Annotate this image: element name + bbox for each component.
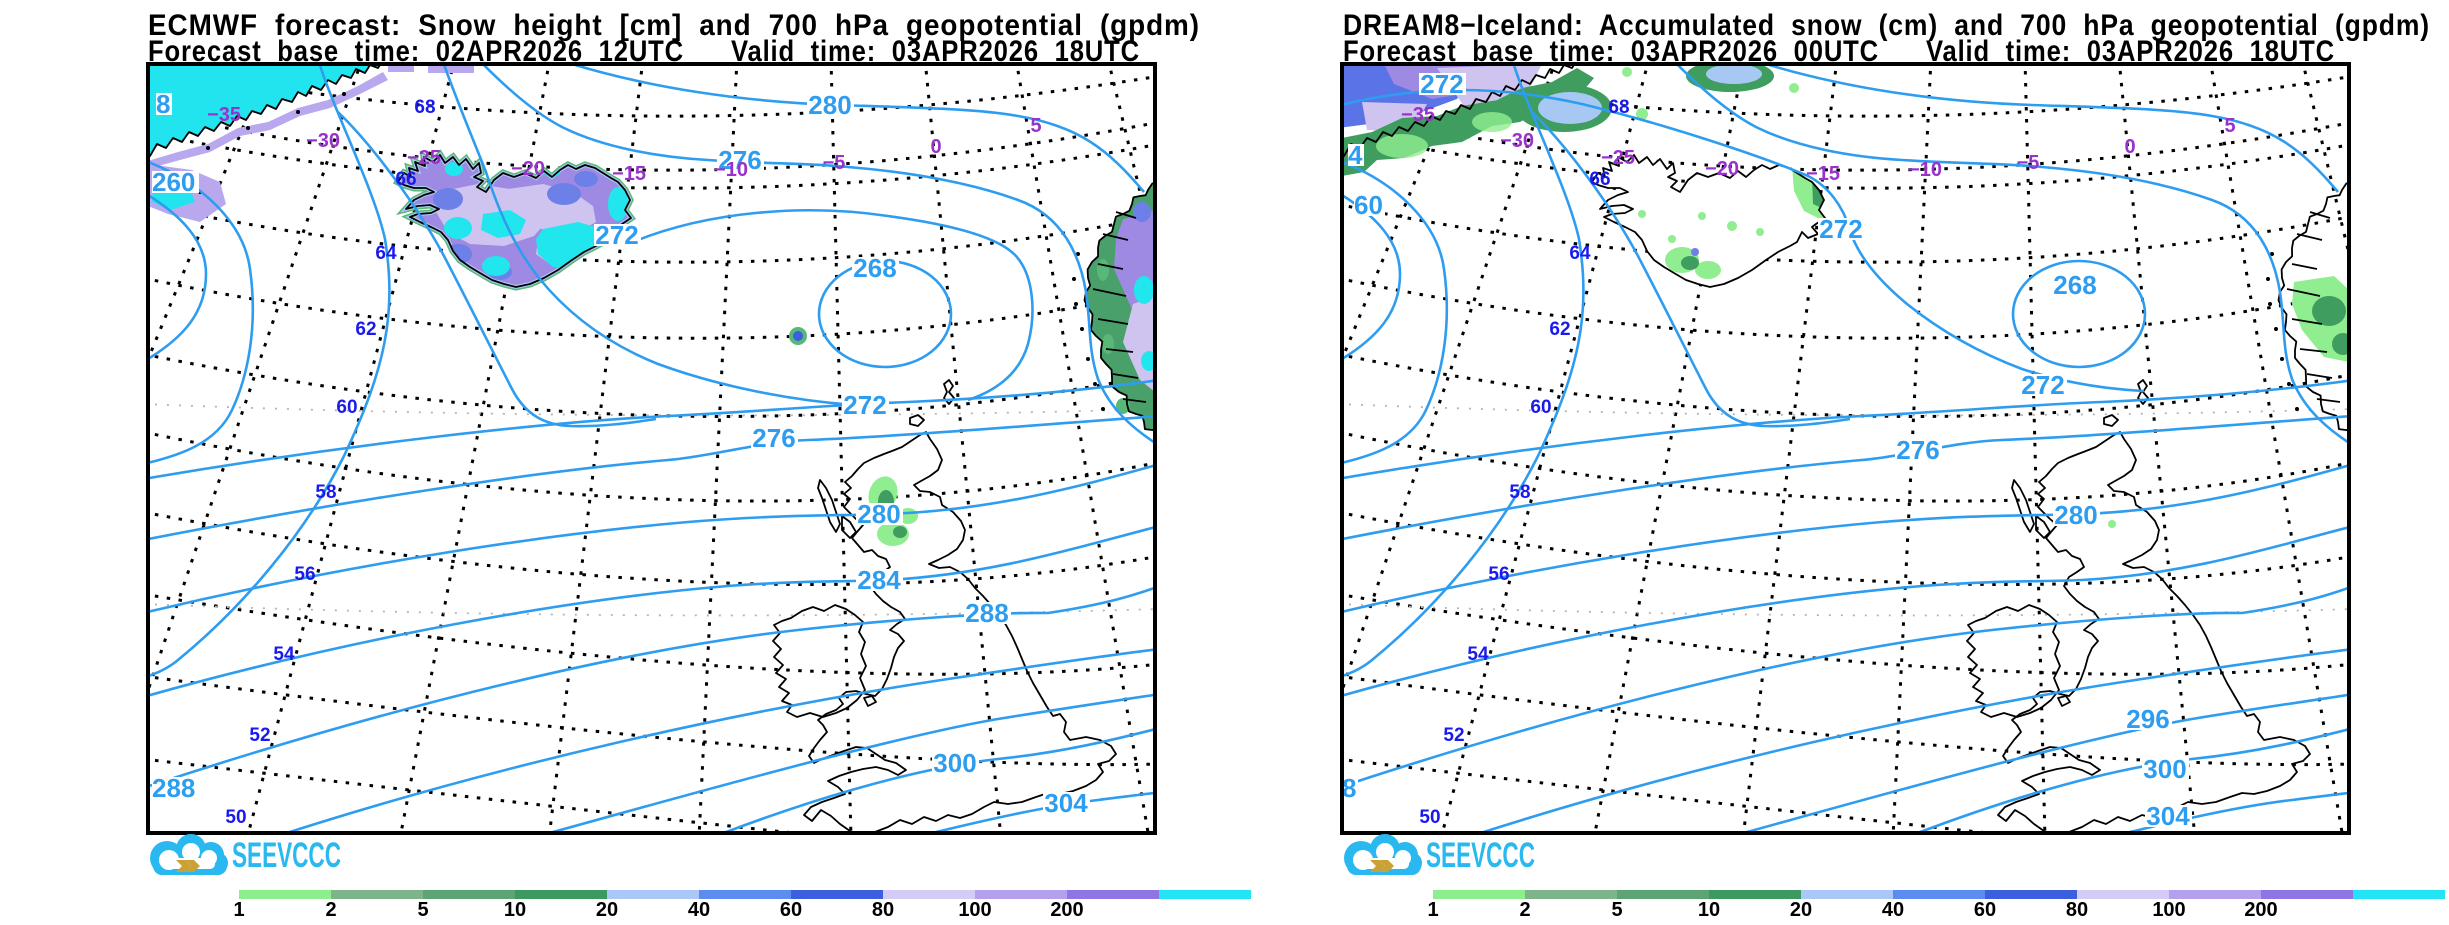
svg-text:60: 60 — [1354, 190, 1383, 220]
svg-text:DREAM8−Iceland: Accumulated sn: DREAM8−Iceland: Accumulated snow (cm) an… — [1343, 9, 2430, 42]
svg-text:58: 58 — [1509, 482, 1530, 503]
svg-text:−5: −5 — [2017, 152, 2040, 174]
svg-text:10: 10 — [504, 899, 526, 921]
svg-text:80: 80 — [2066, 899, 2088, 921]
svg-text:2: 2 — [325, 899, 336, 921]
svg-text:304: 304 — [1044, 788, 1088, 818]
svg-text:64: 64 — [375, 243, 397, 264]
svg-text:56: 56 — [294, 564, 315, 585]
svg-text:276: 276 — [752, 423, 795, 453]
svg-text:−20: −20 — [511, 158, 545, 180]
svg-text:272: 272 — [1819, 214, 1862, 244]
svg-text:SEEVCCC: SEEVCCC — [232, 836, 341, 875]
svg-text:8: 8 — [1342, 773, 1356, 803]
svg-text:20: 20 — [1790, 899, 1812, 921]
svg-text:54: 54 — [1467, 644, 1489, 665]
svg-text:58: 58 — [315, 482, 336, 503]
svg-text:68: 68 — [414, 97, 435, 118]
svg-text:8: 8 — [156, 89, 170, 119]
svg-text:268: 268 — [2053, 270, 2096, 300]
svg-text:284: 284 — [857, 565, 901, 595]
svg-text:288: 288 — [965, 598, 1008, 628]
svg-text:1: 1 — [233, 899, 244, 921]
svg-text:272: 272 — [2021, 370, 2064, 400]
svg-text:80: 80 — [872, 899, 894, 921]
svg-text:52: 52 — [1443, 725, 1464, 746]
svg-text:100: 100 — [958, 899, 991, 921]
svg-text:60: 60 — [336, 397, 357, 418]
svg-text:−5: −5 — [823, 152, 846, 174]
svg-text:−15: −15 — [1806, 163, 1840, 185]
svg-text:5: 5 — [2224, 115, 2235, 137]
svg-text:52: 52 — [249, 725, 270, 746]
svg-text:60: 60 — [780, 899, 802, 921]
svg-text:62: 62 — [355, 319, 376, 340]
svg-text:4: 4 — [1348, 140, 1363, 170]
svg-text:50: 50 — [1419, 807, 1440, 828]
svg-text:272: 272 — [595, 220, 638, 250]
svg-text:66: 66 — [1589, 169, 1610, 190]
svg-text:272: 272 — [843, 390, 886, 420]
svg-text:5: 5 — [1030, 115, 1041, 137]
svg-text:−30: −30 — [1500, 130, 1534, 152]
svg-text:288: 288 — [152, 773, 195, 803]
svg-text:−35: −35 — [1401, 104, 1435, 126]
svg-text:−35: −35 — [207, 104, 241, 126]
svg-text:268: 268 — [853, 253, 896, 283]
svg-text:280: 280 — [857, 499, 900, 529]
svg-text:1: 1 — [1427, 899, 1438, 921]
svg-text:50: 50 — [225, 807, 246, 828]
svg-text:−20: −20 — [1705, 158, 1739, 180]
svg-text:66: 66 — [395, 169, 416, 190]
svg-text:304: 304 — [2146, 801, 2190, 831]
svg-text:62: 62 — [1549, 319, 1570, 340]
svg-text:296: 296 — [2126, 704, 2169, 734]
svg-text:0: 0 — [2124, 136, 2135, 158]
svg-text:260: 260 — [152, 167, 195, 197]
svg-text:276: 276 — [1896, 435, 1939, 465]
svg-text:276: 276 — [718, 145, 761, 175]
svg-text:300: 300 — [2143, 754, 2186, 784]
svg-text:−10: −10 — [1908, 159, 1942, 181]
svg-text:−25: −25 — [407, 147, 441, 169]
svg-text:20: 20 — [596, 899, 618, 921]
svg-text:64: 64 — [1569, 243, 1591, 264]
svg-text:54: 54 — [273, 644, 295, 665]
svg-text:60: 60 — [1530, 397, 1551, 418]
svg-text:60: 60 — [1974, 899, 1996, 921]
svg-text:272: 272 — [1420, 69, 1463, 99]
svg-text:5: 5 — [417, 899, 428, 921]
svg-text:56: 56 — [1488, 564, 1509, 585]
svg-text:100: 100 — [2152, 899, 2185, 921]
svg-text:68: 68 — [1608, 97, 1629, 118]
svg-text:ECMWF forecast: Snow height [c: ECMWF forecast: Snow height [cm] and 700… — [148, 9, 1200, 42]
svg-text:−10: −10 — [714, 159, 748, 181]
svg-text:−30: −30 — [306, 130, 340, 152]
svg-text:0: 0 — [930, 136, 941, 158]
svg-text:280: 280 — [2054, 500, 2097, 530]
svg-text:10: 10 — [1698, 899, 1720, 921]
svg-text:300: 300 — [933, 748, 976, 778]
svg-text:200: 200 — [1050, 899, 1083, 921]
svg-text:SEEVCCC: SEEVCCC — [1426, 836, 1535, 875]
svg-text:40: 40 — [688, 899, 710, 921]
svg-text:−15: −15 — [612, 163, 646, 185]
svg-text:40: 40 — [1882, 899, 1904, 921]
svg-text:−25: −25 — [1601, 147, 1635, 169]
svg-text:280: 280 — [808, 90, 851, 120]
svg-text:200: 200 — [2244, 899, 2277, 921]
svg-text:5: 5 — [1611, 899, 1622, 921]
svg-text:2: 2 — [1519, 899, 1530, 921]
